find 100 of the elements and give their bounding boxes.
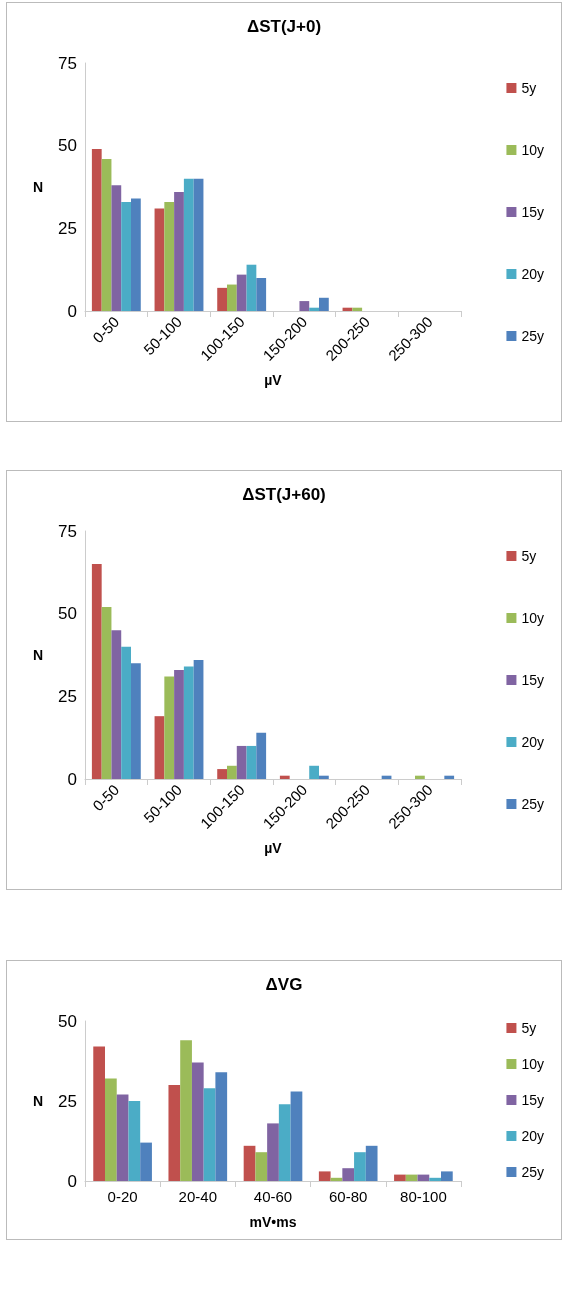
bar xyxy=(154,716,165,779)
bar xyxy=(174,191,184,311)
bar xyxy=(217,287,227,311)
bar xyxy=(299,301,310,311)
legend-label: 10y xyxy=(521,1056,545,1072)
bar xyxy=(267,1123,279,1181)
bar xyxy=(128,1101,141,1181)
legend-label: 25y xyxy=(521,796,545,812)
chart-title: ΔST(J+0) xyxy=(246,17,322,36)
legend-label: 5y xyxy=(521,1020,537,1036)
legend-label: 20y xyxy=(521,266,545,282)
bar xyxy=(203,1088,216,1181)
x-axis-title: µV xyxy=(264,372,283,388)
x-tick-label: 60-80 xyxy=(329,1188,368,1205)
bar xyxy=(91,564,102,779)
legend-label: 20y xyxy=(521,734,545,750)
y-tick-label: 25 xyxy=(58,1091,77,1111)
bar xyxy=(101,158,112,311)
bar xyxy=(121,201,131,311)
y-tick-label: 25 xyxy=(58,686,77,706)
bar xyxy=(429,1177,441,1181)
y-axis-title: N xyxy=(32,1093,43,1109)
bar xyxy=(183,178,194,311)
bar xyxy=(131,198,141,311)
bar xyxy=(354,1152,366,1181)
bar xyxy=(174,669,184,779)
bar xyxy=(168,1085,181,1181)
bar xyxy=(319,297,329,311)
legend-label: 5y xyxy=(521,548,537,564)
y-tick-label: 50 xyxy=(58,604,77,624)
bar xyxy=(246,264,257,311)
legend-label: 20y xyxy=(521,1128,545,1144)
bar xyxy=(101,607,112,779)
x-tick-label: 0-20 xyxy=(107,1188,138,1205)
bar xyxy=(111,630,122,779)
bar xyxy=(91,148,102,311)
bar xyxy=(365,1145,378,1181)
x-tick-label: 20-40 xyxy=(178,1188,217,1205)
y-tick-label: 0 xyxy=(67,1171,77,1191)
y-tick-label: 0 xyxy=(67,301,77,321)
bar xyxy=(246,745,257,779)
bar xyxy=(131,663,141,779)
x-tick-label: 0-50 xyxy=(89,780,123,815)
legend-label: 25y xyxy=(521,1164,545,1180)
legend-label: 15y xyxy=(521,672,545,688)
chart-title: ΔST(J+60) xyxy=(242,485,326,504)
bar xyxy=(164,676,175,779)
y-tick-label: 50 xyxy=(58,136,77,156)
bar xyxy=(140,1142,152,1181)
bar xyxy=(309,765,319,779)
bar xyxy=(93,1046,105,1181)
bar xyxy=(227,284,237,311)
bar xyxy=(352,307,363,311)
bar xyxy=(279,775,290,779)
legend-label: 15y xyxy=(521,1092,545,1108)
legend-label: 15y xyxy=(521,204,545,220)
y-tick-label: 0 xyxy=(67,769,77,789)
y-axis-title: N xyxy=(32,647,43,663)
bar xyxy=(278,1104,291,1181)
bar xyxy=(309,307,319,311)
bar xyxy=(290,1091,303,1181)
bar xyxy=(255,1152,268,1181)
bar xyxy=(217,769,227,779)
bar xyxy=(193,178,204,311)
y-tick-label: 75 xyxy=(58,53,77,73)
bar xyxy=(441,1171,453,1181)
bar xyxy=(236,274,247,311)
bar xyxy=(111,185,122,311)
bar xyxy=(243,1145,256,1181)
bar xyxy=(154,208,165,311)
bar xyxy=(236,745,247,779)
bar xyxy=(191,1062,204,1181)
x-axis-title: µV xyxy=(264,840,283,856)
bar xyxy=(215,1072,228,1181)
chart-title: ΔVG xyxy=(265,975,303,994)
bar xyxy=(256,732,267,779)
x-tick-label: 0-50 xyxy=(89,312,123,347)
bar xyxy=(183,666,194,779)
bar xyxy=(318,1171,331,1181)
bar xyxy=(105,1078,117,1181)
bar xyxy=(227,765,237,779)
bar xyxy=(164,201,175,311)
legend-label: 10y xyxy=(521,142,545,158)
legend-label: 10y xyxy=(521,610,545,626)
legend-label: 25y xyxy=(521,328,545,344)
bar xyxy=(319,775,329,779)
legend-label: 5y xyxy=(521,80,537,96)
bar xyxy=(444,775,455,779)
bar xyxy=(116,1094,129,1181)
bar xyxy=(180,1040,192,1181)
bar xyxy=(121,646,131,779)
bar xyxy=(256,277,267,311)
bar xyxy=(394,1174,406,1181)
y-axis-title: N xyxy=(32,179,43,195)
x-axis-title: mV•ms xyxy=(249,1214,297,1230)
x-tick-label: 40-60 xyxy=(253,1188,293,1205)
bar xyxy=(415,775,425,779)
y-tick-label: 75 xyxy=(58,521,77,541)
bar xyxy=(405,1174,418,1181)
bar xyxy=(193,659,204,779)
